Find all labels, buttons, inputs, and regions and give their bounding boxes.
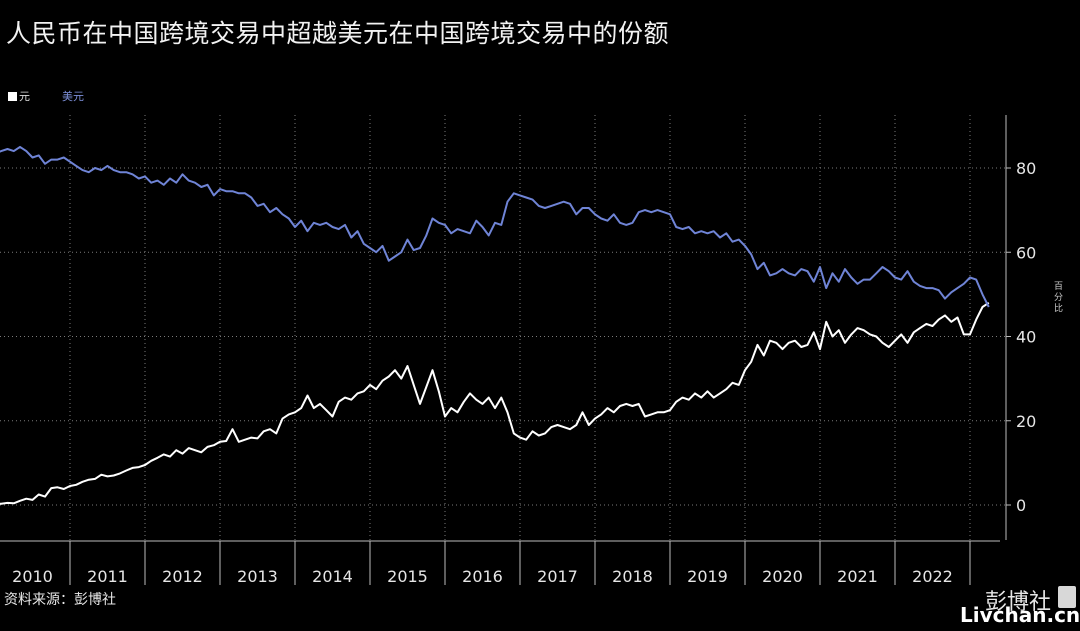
- x-tick-label: 2013: [237, 567, 278, 586]
- source-note: 资料来源：彭博社: [4, 592, 116, 608]
- x-tick-label: 2012: [162, 567, 203, 586]
- brand-label: 彭博社: [985, 590, 1052, 615]
- legend-item-usd: 美元: [62, 88, 84, 104]
- x-tick-label: 2022: [912, 567, 953, 586]
- chart-title: 人民币在中国跨境交易中超越美元在中国跨境交易中的份额: [6, 19, 670, 48]
- site-watermark: Livchan.cn: [960, 603, 1080, 627]
- chart-legend: 元 美元: [8, 88, 84, 104]
- legend-label-usd: 美元: [62, 90, 84, 103]
- series-line-rmb: [0, 301, 990, 505]
- legend-item-rmb: 元: [8, 88, 30, 104]
- y-axis-unit-label: 百分比: [1054, 282, 1064, 314]
- x-tick-label: 2018: [612, 567, 653, 586]
- y-tick-label: 80: [1016, 159, 1036, 178]
- bloomberg-logo-icon: [1058, 586, 1076, 608]
- legend-label-rmb: 元: [19, 90, 30, 103]
- y-tick-label: 40: [1016, 328, 1036, 347]
- x-tick-label: 2020: [762, 567, 803, 586]
- x-tick-label: 2011: [87, 567, 128, 586]
- x-tick-label: 2014: [312, 567, 353, 586]
- y-tick-label: 0: [1016, 496, 1026, 515]
- x-tick-label: 2015: [387, 567, 428, 586]
- y-tick-label: 60: [1016, 243, 1036, 262]
- legend-swatch-rmb: [8, 91, 17, 101]
- x-tick-label: 2016: [462, 567, 503, 586]
- x-tick-label: 2021: [837, 567, 878, 586]
- series-line-usd: [0, 145, 990, 308]
- x-tick-label: 2010: [12, 567, 53, 586]
- y-tick-label: 20: [1016, 412, 1036, 431]
- x-tick-label: 2017: [537, 567, 578, 586]
- x-tick-label: 2019: [687, 567, 728, 586]
